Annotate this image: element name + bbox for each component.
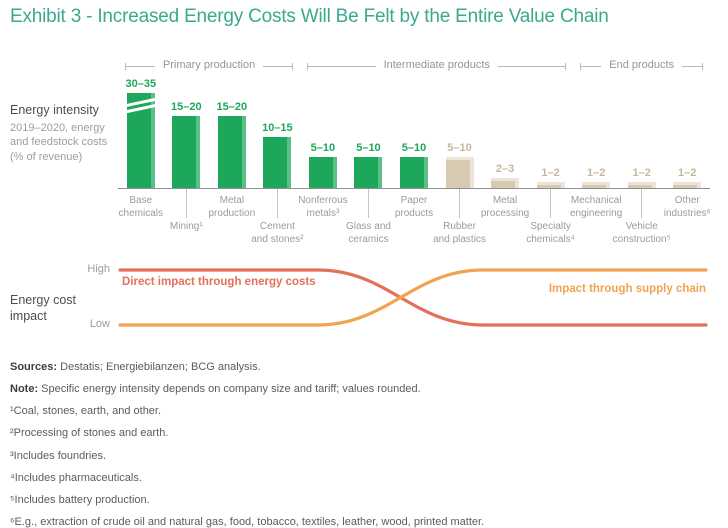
note-line: ¹Coal, stones, earth, and other. bbox=[10, 405, 722, 418]
bracket-line bbox=[581, 65, 602, 67]
bracket-line bbox=[497, 65, 566, 67]
note-text: Specific energy intensity depends on com… bbox=[38, 383, 421, 396]
value-chain-bracket: Primary production bbox=[125, 59, 294, 73]
impact-high-tick-label: High bbox=[87, 263, 110, 275]
bar-plot: 30–35 15–20 15–20 10–15 5–10 5–10 5–10 5–10 2–3 1… bbox=[118, 68, 710, 189]
axis-break-mark bbox=[124, 98, 157, 114]
bracket-end-tick bbox=[292, 62, 294, 70]
label-leader-tick bbox=[550, 189, 552, 218]
category-label: Other industries⁶ bbox=[663, 195, 711, 219]
note-text: ³Includes foundries. bbox=[10, 449, 106, 462]
bar-green bbox=[308, 157, 337, 188]
direct-impact-label: Direct impact through energy costs bbox=[122, 276, 316, 288]
impact-low-tick-label: Low bbox=[89, 318, 110, 330]
bracket-label: Primary production bbox=[162, 59, 256, 71]
bar-tan bbox=[445, 157, 474, 188]
bracket-line bbox=[308, 65, 376, 67]
bar-green bbox=[124, 93, 157, 188]
note-text: ²Processing of stones and earth. bbox=[10, 427, 169, 440]
category-label: Mechanical engineering bbox=[570, 195, 623, 219]
bar-value-label: 2–3 bbox=[495, 163, 515, 175]
label-leader-tick bbox=[641, 189, 643, 218]
category-label: Metal production bbox=[208, 195, 256, 219]
bar-tan bbox=[627, 182, 656, 188]
supply-chain-label: Impact through supply chain bbox=[548, 283, 706, 295]
note-bold-prefix: Sources: bbox=[10, 361, 58, 373]
energy-intensity-title: Energy intensity bbox=[10, 103, 99, 117]
category-label: Glass and ceramics bbox=[345, 221, 391, 245]
note-text: ⁵Includes battery production. bbox=[10, 493, 150, 506]
bar-value-label: 1–2 bbox=[586, 167, 606, 179]
bracket-label: Intermediate products bbox=[383, 59, 490, 71]
category-label: Mining¹ bbox=[169, 221, 203, 232]
bar-value-label: 5–10 bbox=[310, 142, 336, 154]
value-chain-brackets: Primary production Intermediate products E… bbox=[118, 59, 710, 73]
bracket-label: End products bbox=[609, 59, 675, 71]
bar-value-label: 15–20 bbox=[216, 101, 248, 113]
bar-value-label: 1–2 bbox=[678, 167, 697, 179]
note-line: Sources: Destatis; Energiebilanzen; BCG … bbox=[10, 361, 722, 374]
category-label: Cement and stones² bbox=[251, 221, 304, 245]
value-chain-bracket: Intermediate products bbox=[307, 59, 567, 73]
bracket-end-tick bbox=[580, 62, 582, 70]
bar-green bbox=[172, 116, 201, 188]
category-labels: Base chemicals Mining¹ Metal production Cemen… bbox=[118, 189, 711, 247]
label-leader-tick bbox=[459, 189, 461, 218]
note-text: ¹Coal, stones, earth, and other. bbox=[10, 405, 162, 418]
bar-tan bbox=[673, 182, 702, 188]
bracket-end-tick bbox=[565, 62, 567, 70]
bracket-line bbox=[263, 65, 293, 67]
impact-axis-title: Energy cost impact bbox=[10, 293, 77, 324]
category-label: Paper products bbox=[394, 195, 434, 219]
note-text: ⁶E.g., extraction of crude oil and natur… bbox=[10, 515, 485, 528]
category-label: Specialty chemicals⁴ bbox=[526, 221, 575, 245]
bar-value-label: 5–10 bbox=[401, 142, 427, 154]
bar-value-label: 1–2 bbox=[541, 167, 560, 179]
bracket-line bbox=[682, 65, 702, 67]
bar-green bbox=[400, 157, 428, 188]
value-chain-bracket: End products bbox=[580, 59, 703, 73]
bar-tan bbox=[582, 182, 611, 188]
category-label: Metal processing bbox=[480, 195, 530, 219]
note-line: ²Processing of stones and earth. bbox=[10, 427, 722, 440]
notes: Sources: Destatis; Energiebilanzen; BCG … bbox=[10, 361, 722, 528]
bar-green bbox=[263, 137, 292, 188]
bracket-end-tick bbox=[307, 62, 309, 70]
energy-intensity-axis-block: Energy intensity 2019–2020, energy and f… bbox=[10, 103, 118, 164]
bar-value-label: 5–10 bbox=[447, 142, 472, 154]
category-label: Vehicle construction⁵ bbox=[612, 221, 671, 245]
category-label: Base chemicals bbox=[118, 195, 164, 219]
note-text: Destatis; Energiebilanzen; BCG analysis. bbox=[57, 361, 261, 373]
note-line: ⁶E.g., extraction of crude oil and natur… bbox=[10, 516, 722, 528]
bar-green bbox=[217, 116, 246, 188]
bar-green bbox=[354, 157, 383, 188]
bracket-line bbox=[126, 65, 155, 67]
bracket-end-tick bbox=[701, 62, 703, 70]
bar-value-label: 30–35 bbox=[125, 78, 157, 90]
category-label: Nonferrous metals³ bbox=[298, 195, 348, 219]
bar-tan bbox=[536, 182, 565, 188]
energy-intensity-subtitle: 2019–2020, energy and feedstock costs (%… bbox=[10, 122, 108, 163]
label-leader-tick bbox=[276, 189, 278, 218]
bar-value-label: 10–15 bbox=[262, 122, 293, 134]
category-label: Rubber and plastics bbox=[433, 221, 486, 245]
note-text: ⁴Includes pharmaceuticals. bbox=[10, 471, 142, 484]
supply-chain-line bbox=[118, 268, 708, 327]
note-line: ⁴Includes pharmaceuticals. bbox=[10, 472, 722, 485]
note-bold-prefix: Note: bbox=[10, 383, 39, 396]
note-line: ⁵Includes battery production. bbox=[10, 494, 722, 507]
label-leader-tick bbox=[185, 189, 187, 218]
label-leader-tick bbox=[367, 189, 369, 218]
bar-tan bbox=[491, 178, 520, 188]
bar-value-label: 15–20 bbox=[171, 101, 202, 113]
exhibit-title: Exhibit 3 - Increased Energy Costs Will … bbox=[10, 6, 609, 27]
note-line: ³Includes foundries. bbox=[10, 450, 722, 463]
bracket-end-tick bbox=[125, 62, 126, 70]
note-line: Note: Specific energy intensity depends … bbox=[10, 383, 722, 396]
impact-line-chart bbox=[118, 268, 708, 327]
bar-value-label: 5–10 bbox=[356, 142, 381, 154]
bar-value-label: 1–2 bbox=[632, 167, 651, 179]
